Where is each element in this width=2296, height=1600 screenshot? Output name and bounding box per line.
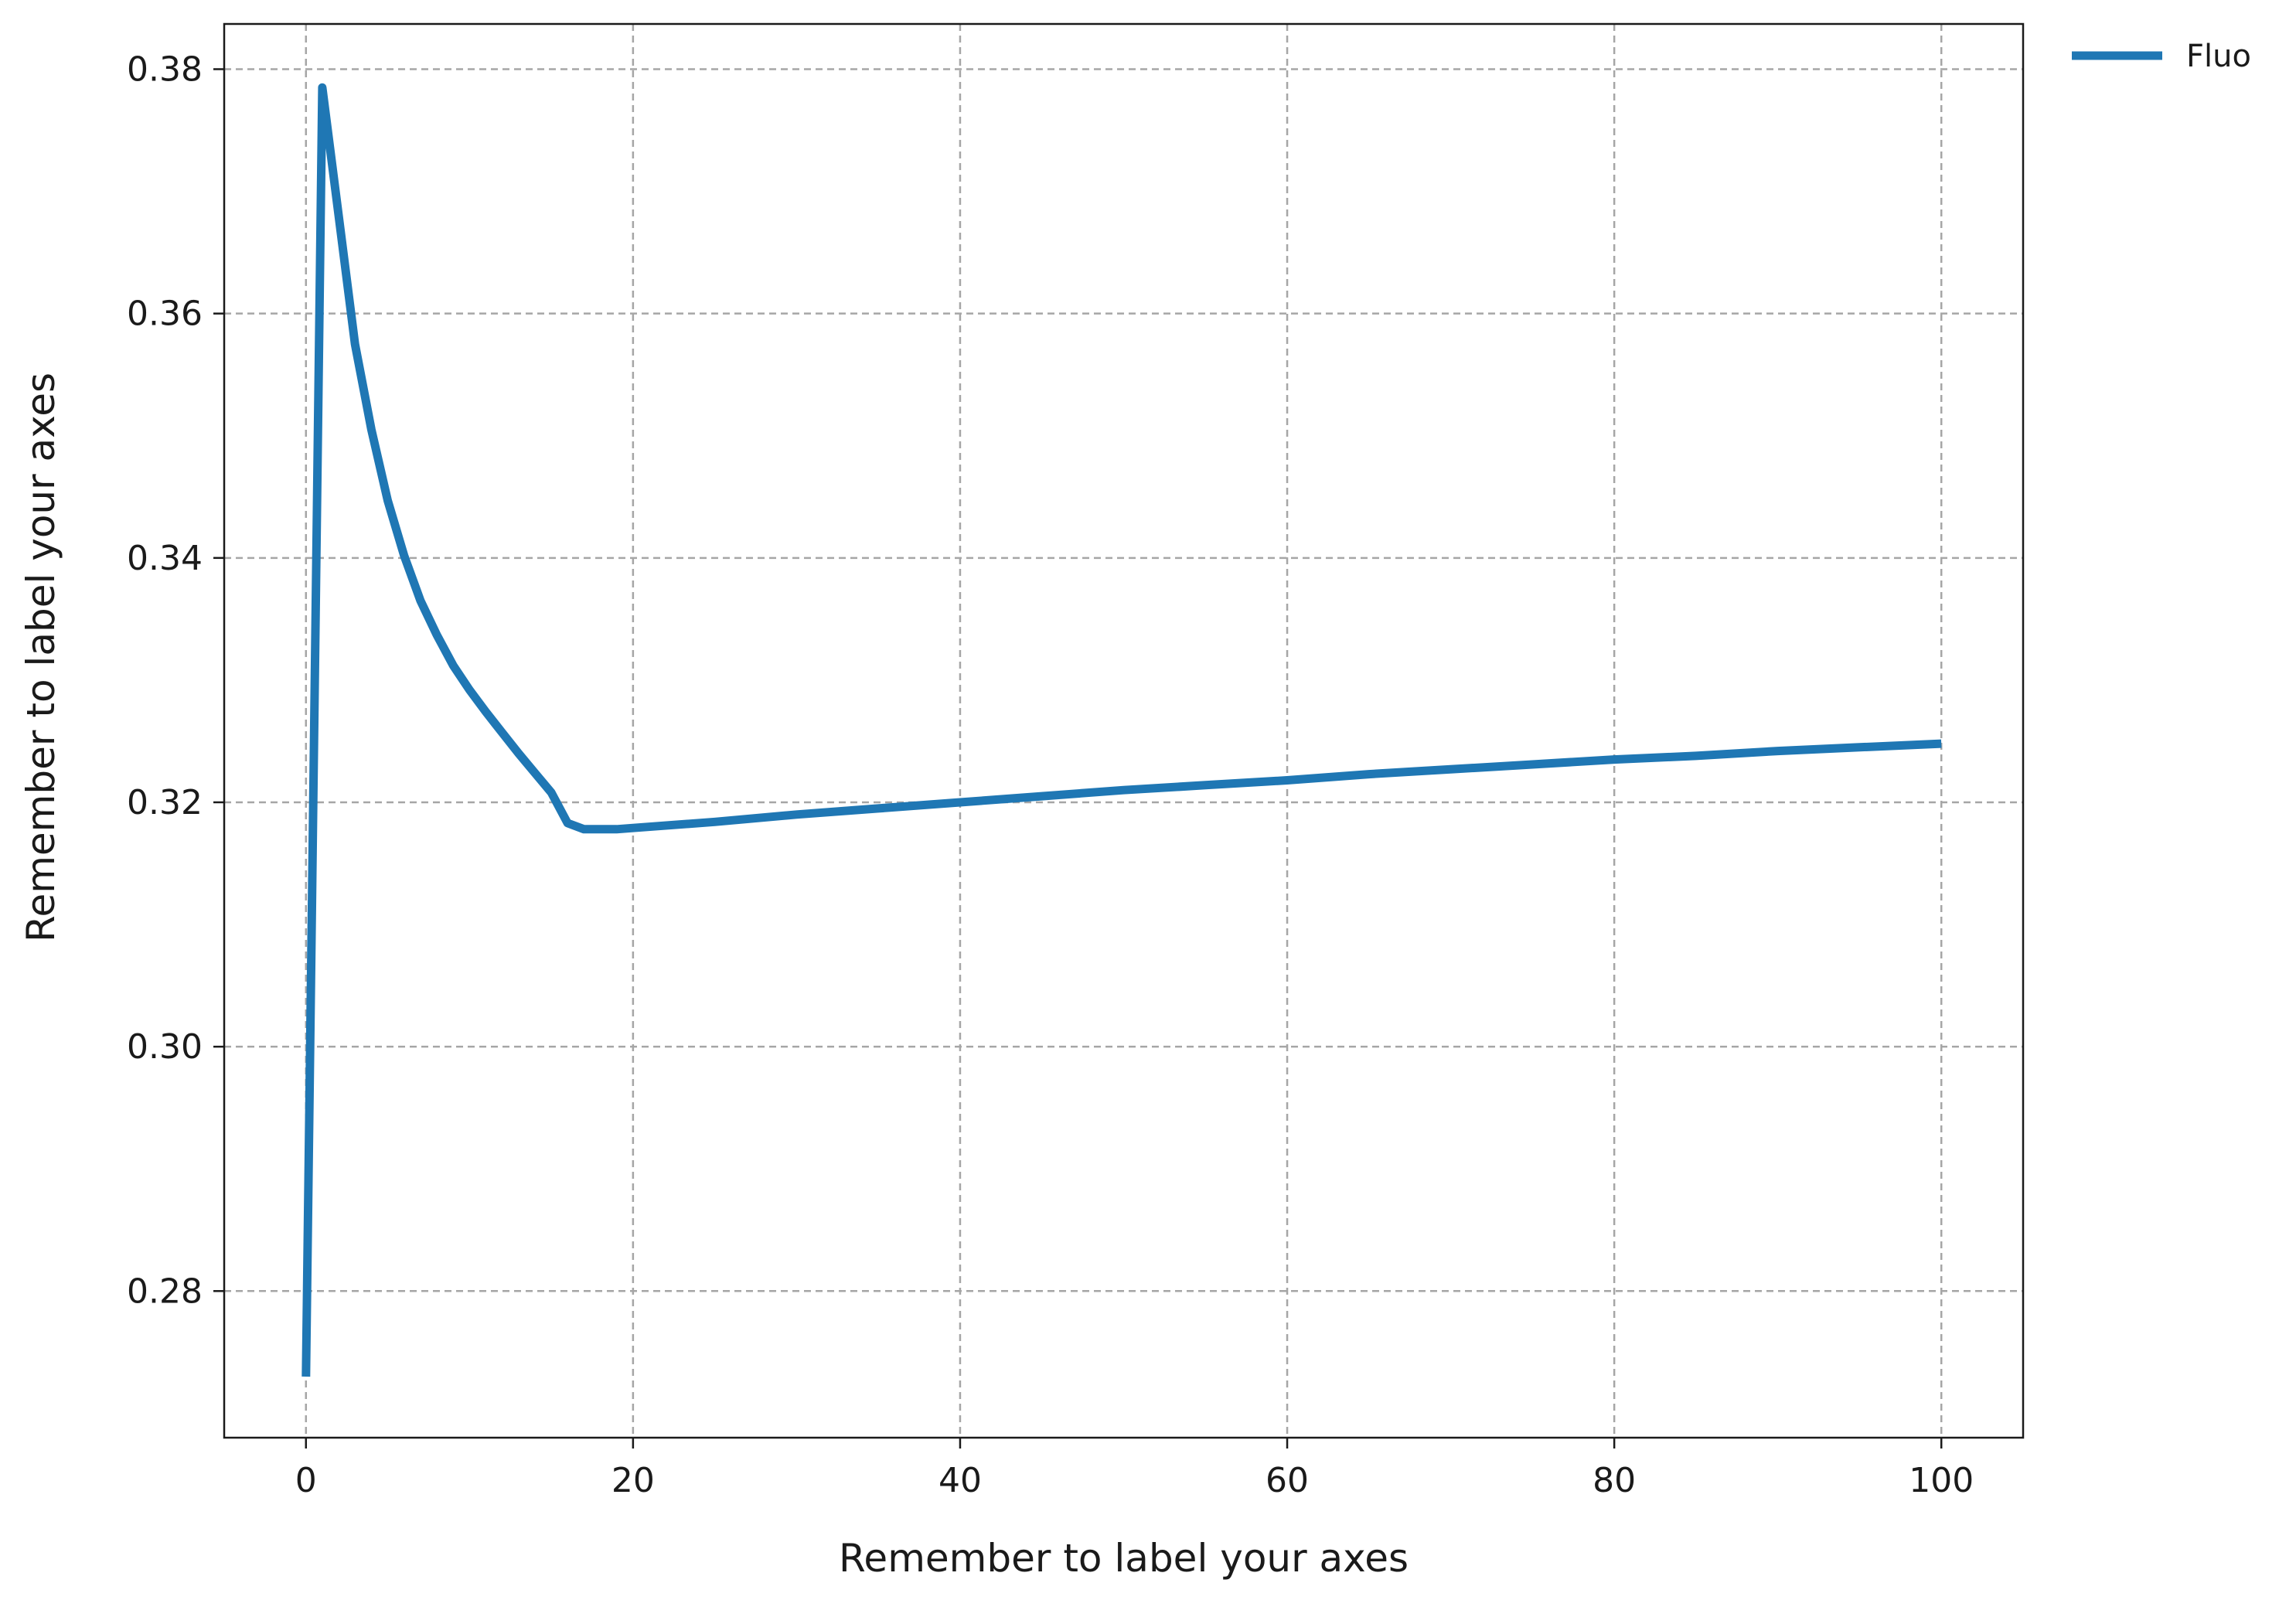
grid-lines — [224, 24, 2023, 1438]
x-tick-label: 0 — [295, 1461, 317, 1500]
legend-label-fluo: Fluo — [2186, 39, 2251, 74]
y-tick-label: 0.38 — [127, 49, 203, 89]
x-tick-label: 80 — [1593, 1461, 1636, 1500]
series-line-fluo — [301, 83, 1942, 1377]
x-tick-label: 60 — [1266, 1461, 1309, 1500]
x-tick-label: 40 — [938, 1461, 982, 1500]
x-tick-label: 100 — [1909, 1461, 1974, 1500]
y-tick-label: 0.36 — [127, 294, 203, 334]
y-axis-label: Remember to label your axes — [19, 373, 63, 942]
legend: Fluo — [2072, 39, 2251, 74]
y-tick-label: 0.34 — [127, 539, 203, 578]
y-tick-label: 0.28 — [127, 1271, 203, 1311]
axis-ticks: 0 20 40 60 80 100 0.28 0.30 0.32 0.34 0.36 0.38 — [127, 49, 1974, 1500]
series-layer — [301, 83, 1942, 1377]
y-tick-label: 0.32 — [127, 783, 203, 822]
y-tick-label: 0.30 — [127, 1027, 203, 1067]
plot-frame — [223, 22, 2025, 1439]
x-tick-label: 20 — [611, 1461, 655, 1500]
x-axis-label: Remember to label your axes — [839, 1536, 1409, 1581]
